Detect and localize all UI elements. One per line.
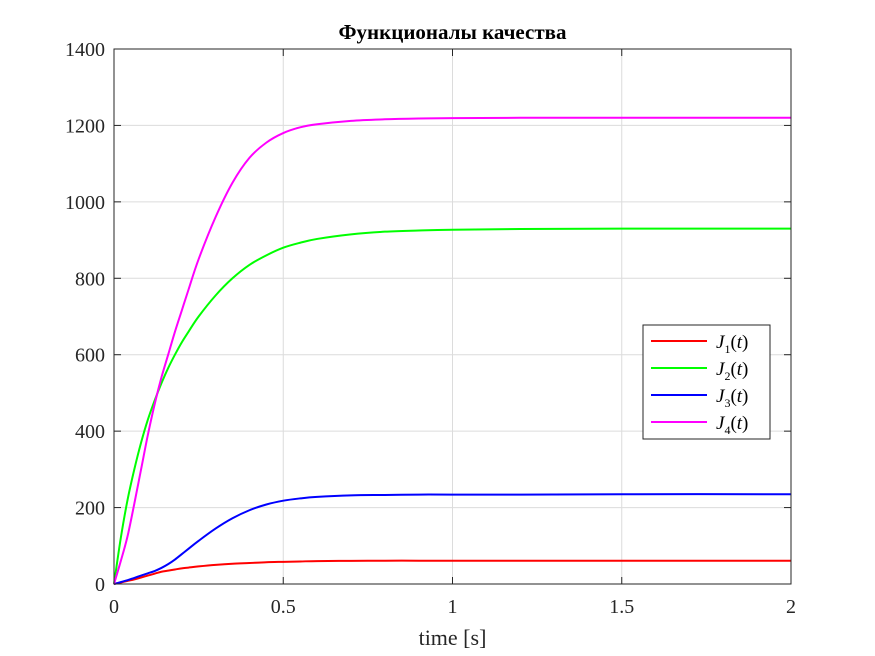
x-tick-label: 0.5 <box>271 596 296 618</box>
y-tick-label: 200 <box>75 498 105 520</box>
y-tick-label: 0 <box>95 574 105 596</box>
y-tick-label: 1200 <box>65 115 105 137</box>
legend-label-1: J1(t) <box>716 332 748 356</box>
series-line-3 <box>113 493 792 585</box>
y-tick-label: 800 <box>75 268 105 290</box>
x-tick-label: 0 <box>109 596 119 618</box>
legend: J1(t) J2(t) J3(t) J4(t) <box>642 324 771 440</box>
x-tick-label: 1 <box>448 596 458 618</box>
series-line-2 <box>113 227 792 585</box>
legend-label-3: J3(t) <box>716 386 748 410</box>
y-tick-label: 1400 <box>65 39 105 61</box>
legend-label-4: J4(t) <box>716 413 748 437</box>
series-lines <box>113 116 792 585</box>
y-tick-label: 600 <box>75 345 105 367</box>
legend-box <box>642 324 771 440</box>
y-tick-label: 1000 <box>65 192 105 214</box>
ticks <box>113 48 792 585</box>
x-tick-label: 2 <box>786 596 796 618</box>
chart-title: Функционалы качества <box>339 20 567 44</box>
series-line-4 <box>113 116 791 585</box>
legend-label-2: J2(t) <box>716 359 748 383</box>
tick-labels: 0 0.5 1 1.5 2 0 200 400 600 800 1000 1200 1400 <box>65 39 796 618</box>
series-line-1 <box>113 559 791 585</box>
y-tick-label: 400 <box>75 421 105 443</box>
x-tick-label: 1.5 <box>609 596 634 618</box>
x-axis-label: time [s] <box>419 625 487 650</box>
